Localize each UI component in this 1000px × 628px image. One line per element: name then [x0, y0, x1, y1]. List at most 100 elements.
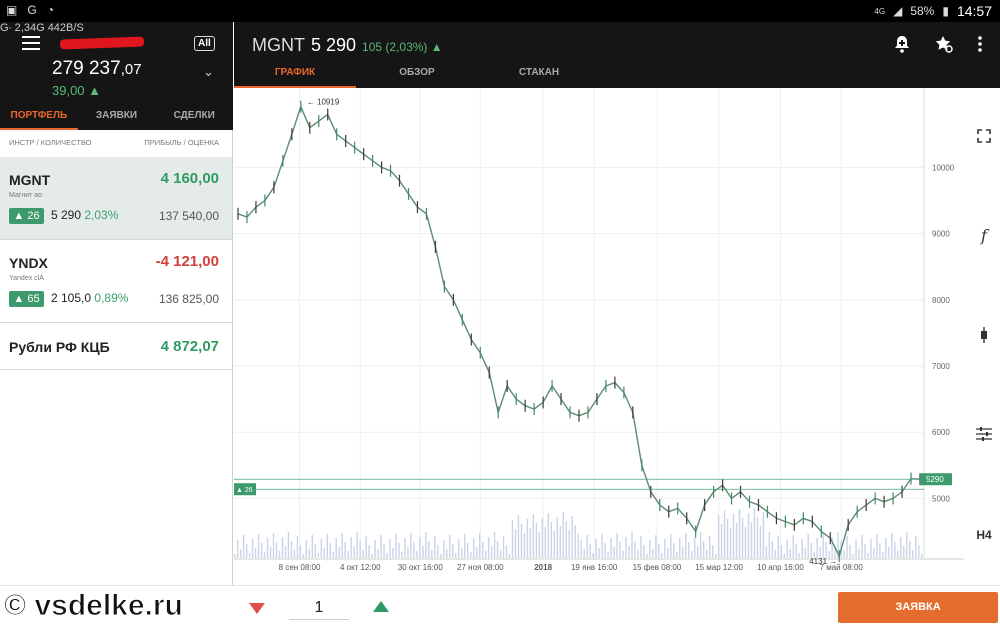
- volume-bar: [619, 542, 621, 558]
- instrument-name: Магнит ао: [9, 192, 43, 199]
- decrease-lot-icon[interactable]: [249, 603, 265, 614]
- volume-bar: [287, 532, 290, 558]
- volume-bar: [601, 534, 603, 558]
- volume-bar: [894, 542, 896, 558]
- tab-chart[interactable]: ГРАФИК: [234, 62, 356, 88]
- ticker: YNDX: [9, 255, 48, 271]
- volume-bar: [425, 532, 427, 558]
- status-bar: ▣ G ◔ 4G ◢ 58% ▮ 14:57: [0, 0, 1000, 22]
- tab-orders[interactable]: ЗАЯВКИ: [95, 110, 138, 121]
- volume-bar: [472, 538, 475, 558]
- portfolio-row-mgnt[interactable]: MGNT Магнит ао 4 160,00 ▲ 26 5 290 2,03%…: [0, 157, 232, 240]
- price-chart[interactable]: 5000 6000 7000 8000 9000 10000 8 сен 08:00 4 ок…: [234, 88, 964, 572]
- volume-bar: [419, 537, 421, 558]
- total-main: 279 237: [52, 58, 121, 79]
- function-icon[interactable]: f: [981, 226, 987, 245]
- volume-bar: [404, 538, 406, 558]
- timeframe-button[interactable]: H4: [976, 528, 992, 542]
- volume-bar: [795, 544, 797, 558]
- volume-bar: [741, 518, 744, 558]
- volume-bar: [918, 545, 920, 558]
- tab-portfolio[interactable]: ПОРТФЕЛЬ: [0, 102, 78, 130]
- volume-bar: [807, 534, 809, 558]
- volume-bar: [499, 550, 502, 558]
- high-annotation: ← 10919: [307, 98, 340, 107]
- volume-bar: [302, 554, 305, 558]
- portfolio-tabs: ПОРТФЕЛЬ ЗАЯВКИ СДЕЛКИ: [0, 102, 233, 130]
- y-tick-label: 10000: [932, 163, 955, 172]
- volume-bar: [855, 540, 857, 558]
- volume-bar: [804, 548, 806, 558]
- settings-sliders-icon[interactable]: [975, 426, 993, 444]
- volume-bar: [661, 553, 663, 558]
- volume-bar: [753, 508, 756, 558]
- menu-icon[interactable]: [22, 36, 40, 50]
- volume-bar: [888, 547, 890, 558]
- column-header-profit: ПРИБЫЛЬ / ОЦЕНКА: [144, 138, 219, 147]
- total-decimals: ,07: [120, 61, 142, 78]
- fullscreen-icon[interactable]: [975, 128, 993, 146]
- lot-input[interactable]: 1: [289, 599, 349, 620]
- volume-bar: [350, 537, 352, 558]
- volume-bar: [610, 538, 612, 558]
- volume-bar: [386, 553, 388, 558]
- volume-bar: [514, 529, 517, 558]
- volume-bar: [323, 548, 326, 558]
- volume-bar: [667, 548, 669, 558]
- volume-bar: [906, 532, 908, 558]
- volume-bar: [374, 540, 376, 558]
- volume-bar: [915, 536, 917, 558]
- estimate-value: 136 825,00: [158, 292, 219, 306]
- all-accounts-button[interactable]: All: [194, 36, 215, 51]
- volume-bar: [532, 514, 535, 558]
- volume-bar: [747, 513, 750, 558]
- volume-bar: [314, 544, 317, 558]
- more-vert-icon[interactable]: [970, 34, 990, 54]
- volume-bar: [380, 535, 382, 558]
- volume-bar: [586, 535, 588, 558]
- volume-bar: [481, 542, 484, 558]
- tab-orderbook[interactable]: СТАКАН: [518, 67, 560, 78]
- volume-bar: [622, 551, 624, 558]
- chart-tools: f H4: [965, 88, 1000, 588]
- volume-bar: [685, 533, 687, 558]
- volume-bar: [828, 551, 830, 558]
- volume-bar: [664, 539, 666, 558]
- volume-bar: [508, 554, 511, 558]
- volume-bar: [777, 536, 780, 558]
- increase-lot-icon[interactable]: [373, 601, 389, 612]
- tab-overview[interactable]: ОБЗОР: [399, 67, 435, 78]
- position-label: ▲ 26: [236, 487, 253, 494]
- volume-bar: [735, 523, 738, 558]
- volume-bar: [846, 536, 848, 558]
- volume-bar: [676, 552, 678, 558]
- volume-bar: [726, 519, 729, 558]
- alert-bell-icon[interactable]: [892, 34, 912, 54]
- portfolio-row-yndx[interactable]: YNDX Yandex clA -4 121,00 ▲ 65 2 105,0 0…: [0, 240, 232, 323]
- volume-bar: [293, 550, 296, 558]
- volume-bar: [464, 534, 466, 558]
- cash-row[interactable]: Рубли РФ КЦБ 4 872,07: [0, 324, 232, 370]
- order-button[interactable]: ЗАЯВКА: [838, 592, 998, 623]
- volume-bar: [705, 550, 708, 558]
- favorite-star-icon[interactable]: [934, 34, 954, 54]
- volume-bar: [780, 545, 783, 558]
- volume-bar: [266, 538, 269, 558]
- order-bar: [0, 585, 1000, 628]
- candle-type-icon[interactable]: [975, 326, 993, 344]
- volume-bar: [487, 537, 490, 558]
- volume-bar: [490, 546, 493, 558]
- volume-bar: [897, 551, 899, 558]
- instrument-tabs: ГРАФИК ОБЗОР СТАКАН: [234, 62, 600, 88]
- volume-bar: [694, 537, 696, 558]
- volume-bar: [437, 545, 439, 558]
- last-price-label: 5290: [926, 475, 944, 484]
- position-tag: [234, 483, 256, 496]
- volume-bar: [469, 552, 472, 558]
- tab-deals[interactable]: СДЕЛКИ: [173, 110, 215, 121]
- volume-bar: [407, 547, 409, 558]
- volume-bar: [765, 546, 768, 558]
- price: 5 290: [51, 208, 82, 222]
- volume-bar: [849, 545, 851, 558]
- chevron-down-icon[interactable]: ⌄: [203, 64, 214, 79]
